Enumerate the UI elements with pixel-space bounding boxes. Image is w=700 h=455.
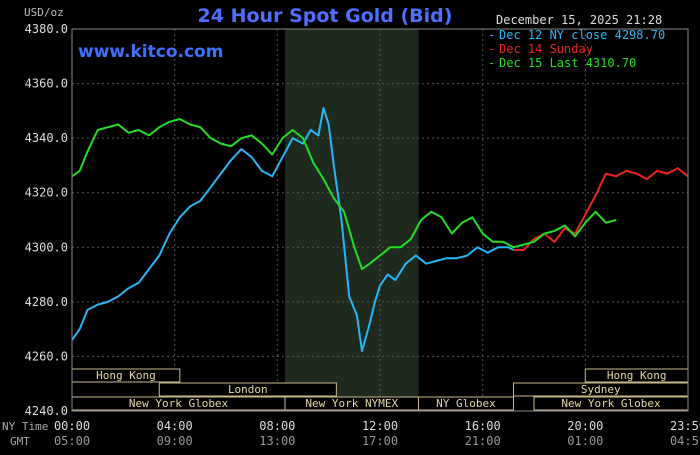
session-bar bbox=[158, 382, 337, 397]
legend-dash: - bbox=[488, 28, 495, 42]
session-label: Hong Kong bbox=[607, 369, 667, 382]
x-tick-label-ny: 08:00 bbox=[259, 419, 295, 433]
y-tick-label: 4240.0 bbox=[25, 404, 68, 418]
x-tick-label-ny: 12:00 bbox=[362, 419, 398, 433]
x-tick-label-gmt: 01:00 bbox=[567, 434, 603, 448]
session-label: Sydney bbox=[581, 383, 621, 396]
legend: - Dec 12 NY close 4298.70- Dec 14 Sunday- D… bbox=[488, 28, 665, 70]
x-tick-label-ny: 16:00 bbox=[465, 419, 501, 433]
session-bar bbox=[418, 396, 514, 411]
plot-frame bbox=[71, 28, 689, 412]
gmt-row-label: GMT bbox=[10, 435, 30, 448]
ny-time-row-label: NY Time bbox=[2, 420, 48, 433]
legend-entry: Dec 14 Sunday bbox=[499, 42, 593, 56]
x-tick-label-gmt: 13:00 bbox=[259, 434, 295, 448]
x-tick-label-ny: 20:00 bbox=[567, 419, 603, 433]
chart-title: 24 Hour Spot Gold (Bid) bbox=[198, 5, 453, 27]
x-tick-label-gmt: 04:59 bbox=[670, 434, 700, 448]
x-tick-label-gmt: 21:00 bbox=[465, 434, 501, 448]
series-lines bbox=[71, 107, 689, 352]
session-label: New York Globex bbox=[561, 397, 661, 410]
date-label: December 15, 2025 21:28 bbox=[496, 13, 662, 27]
x-tick-label-gmt: 09:00 bbox=[157, 434, 193, 448]
legend-dash: - bbox=[488, 56, 495, 70]
legend-dash: - bbox=[488, 42, 495, 56]
session-label: London bbox=[228, 383, 268, 396]
legend-entry: Dec 15 Last 4310.70 bbox=[499, 56, 636, 70]
session-label: Hong Kong bbox=[96, 369, 156, 382]
x-tick-label-ny: 00:00 bbox=[54, 419, 90, 433]
session-label: NY Globex bbox=[436, 397, 496, 410]
y-tick-labels: 4380.0 4360.0 4340.0 4320.0 4300.0 4280.0 4260… bbox=[25, 22, 68, 418]
y-tick-label: 4380.0 bbox=[25, 22, 68, 36]
series-line-0 bbox=[71, 107, 514, 352]
y-axis-label: USD/oz bbox=[24, 6, 64, 19]
x-tick-label-ny: 23:59 bbox=[670, 419, 700, 433]
nymex-session-highlight bbox=[285, 29, 419, 411]
site-watermark: www.kitco.com bbox=[78, 42, 223, 62]
y-tick-label: 4300.0 bbox=[25, 240, 68, 254]
y-tick-label: 4320.0 bbox=[25, 186, 68, 200]
session-label: New York Globex bbox=[129, 397, 229, 410]
y-tick-label: 4340.0 bbox=[25, 131, 68, 145]
y-tick-label: 4360.0 bbox=[25, 77, 68, 91]
series-line-2 bbox=[71, 118, 617, 271]
y-tick-label: 4280.0 bbox=[25, 295, 68, 309]
y-tick-label: 4260.0 bbox=[25, 349, 68, 363]
x-tick-label-ny: 04:00 bbox=[157, 419, 193, 433]
legend-entry: Dec 12 NY close 4298.70 bbox=[499, 28, 665, 42]
x-tick-label-gmt: 17:00 bbox=[362, 434, 398, 448]
x-tick-label-gmt: 05:00 bbox=[54, 434, 90, 448]
session-label: New York NYMEX bbox=[305, 397, 398, 410]
